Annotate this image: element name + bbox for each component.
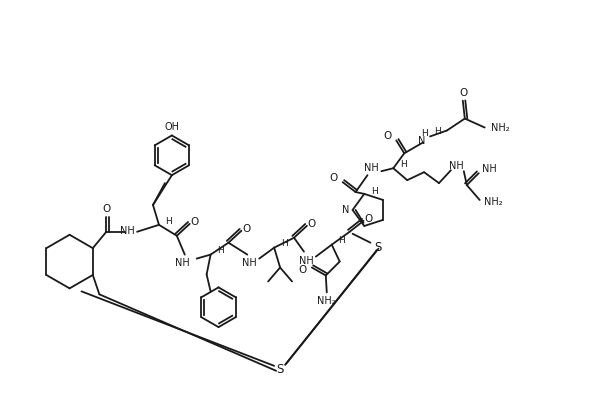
Text: H: H — [217, 246, 224, 255]
Text: NH: NH — [364, 163, 379, 173]
Text: NH: NH — [299, 256, 313, 266]
Text: N: N — [342, 205, 349, 215]
Text: O: O — [299, 265, 307, 275]
Text: NH₂: NH₂ — [491, 124, 510, 134]
Text: O: O — [383, 131, 391, 141]
Text: O: O — [191, 217, 199, 227]
Text: OH: OH — [165, 122, 179, 132]
Text: O: O — [242, 224, 251, 234]
Text: NH: NH — [482, 164, 497, 174]
Text: S: S — [277, 363, 284, 376]
Text: S: S — [375, 241, 382, 254]
Text: O: O — [308, 219, 316, 229]
Text: O: O — [329, 173, 337, 183]
Text: H: H — [400, 160, 407, 169]
Text: H: H — [421, 129, 428, 138]
Text: O: O — [102, 204, 110, 214]
Text: O: O — [460, 88, 468, 98]
Text: N: N — [418, 136, 426, 146]
Text: H: H — [434, 127, 440, 136]
Text: H: H — [281, 239, 287, 248]
Text: H: H — [371, 188, 378, 196]
Text: NH: NH — [175, 258, 190, 268]
Text: H: H — [166, 217, 172, 226]
Text: NH: NH — [450, 161, 464, 171]
Text: NH: NH — [242, 258, 257, 268]
Text: H: H — [338, 236, 345, 245]
Text: NH₂: NH₂ — [317, 296, 336, 306]
Text: NH₂: NH₂ — [484, 197, 503, 207]
Text: NH: NH — [120, 226, 135, 236]
Text: O: O — [365, 214, 373, 224]
